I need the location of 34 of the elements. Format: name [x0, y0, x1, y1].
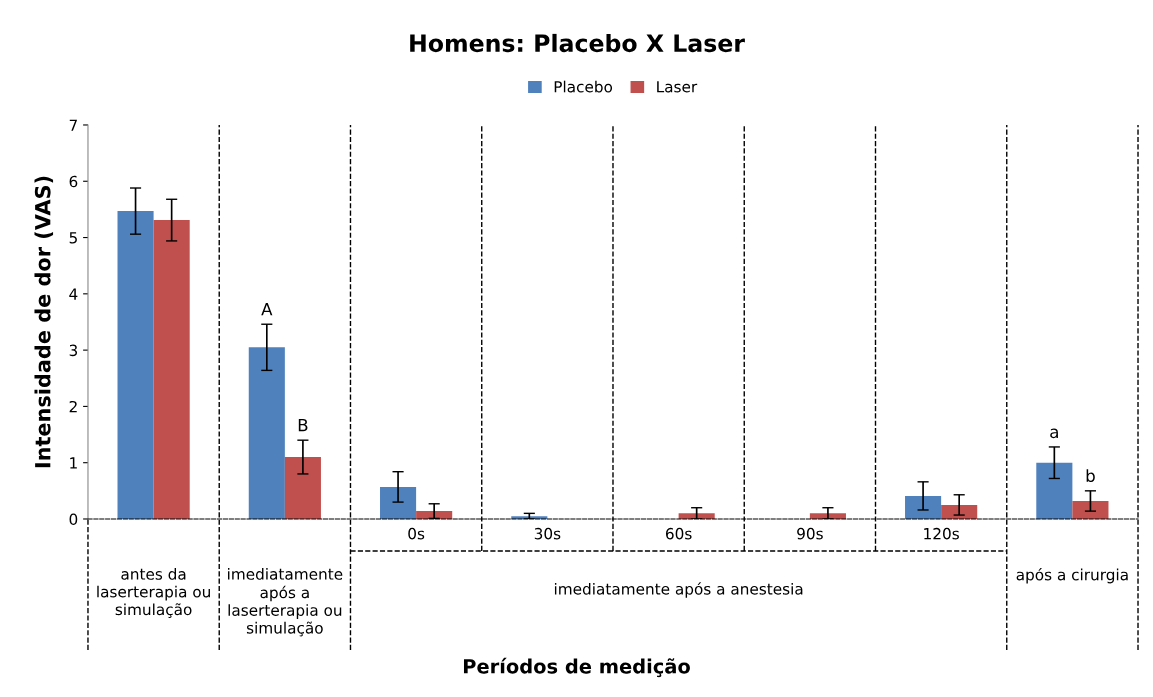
- bar: [117, 211, 154, 519]
- x-tick-label: 90s: [797, 527, 823, 540]
- bar: [905, 495, 942, 519]
- x-tick-label: imediatamente após a laserterapia ou simulação: [228, 567, 343, 637]
- bar: [153, 220, 190, 519]
- bar: [380, 486, 417, 519]
- y-tick-label: 0: [69, 513, 78, 526]
- x-tick-label: 0s: [408, 527, 425, 540]
- x-tick-label: 60s: [665, 527, 692, 540]
- annotation: b: [1086, 469, 1095, 483]
- text: imediatamente após a anestesia: [554, 582, 803, 598]
- y-tick-label: 6: [69, 175, 78, 188]
- y-tick-label: 4: [69, 288, 78, 300]
- y-tick-label: 7: [69, 119, 77, 131]
- x-axis-title: Períodos de medição: [463, 657, 690, 678]
- y-axis-title: Intensidade de dor (VAS): [34, 176, 54, 468]
- x-tick-label: após a cirurgia: [1016, 567, 1128, 584]
- y-tick-label: 5: [69, 232, 77, 244]
- y-tick-label: 3: [69, 344, 78, 357]
- y-tick-label: 1: [70, 457, 77, 469]
- x-tick-label: 120s: [924, 527, 959, 540]
- annotation: A: [261, 303, 273, 316]
- annotation: a: [1050, 428, 1058, 439]
- annotation: B: [298, 419, 308, 432]
- bar: [1036, 462, 1073, 519]
- legend-label: Placebo: [554, 80, 613, 93]
- y-tick-label: 2: [69, 400, 77, 413]
- chart-title: Homens: Placebo X Laser: [410, 33, 745, 53]
- bar: [284, 457, 321, 519]
- legend-label: Laser: [657, 81, 698, 93]
- x-tick-label: antes da laserterapia ou simulação: [97, 567, 210, 618]
- bar: [248, 347, 285, 519]
- bar: [1072, 500, 1109, 519]
- x-tick-label: 30s: [534, 527, 561, 540]
